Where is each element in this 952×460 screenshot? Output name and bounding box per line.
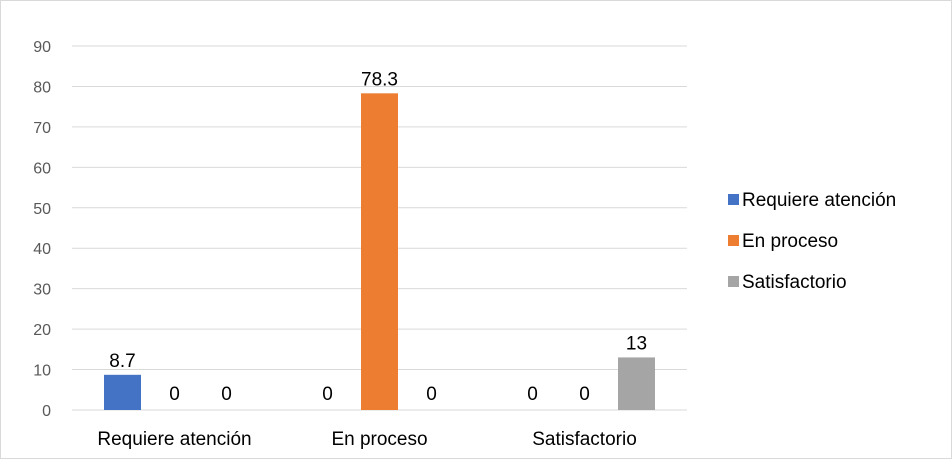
legend: Requiere atención En proceso Satisfactorio [728, 190, 896, 293]
data-label: 0 [221, 384, 232, 405]
y-tick-label: 60 [33, 160, 51, 177]
bar [361, 93, 398, 410]
y-tick-label: 20 [33, 322, 51, 339]
data-label: 0 [322, 384, 333, 405]
data-label: 0 [426, 384, 437, 405]
legend-label: En proceso [742, 231, 838, 252]
y-tick-label: 0 [42, 403, 51, 420]
y-axis-ticks: 0 10 20 30 40 50 60 70 80 90 [33, 39, 51, 420]
bar [618, 357, 655, 410]
data-label: 0 [527, 384, 538, 405]
legend-swatch [728, 194, 739, 205]
bars [104, 93, 655, 410]
legend-swatch [728, 235, 739, 246]
data-labels: 8.7 0 0 0 78.3 0 0 0 13 [109, 69, 647, 405]
y-tick-label: 40 [33, 241, 51, 258]
y-tick-label: 80 [33, 79, 51, 96]
y-tick-label: 10 [33, 363, 51, 380]
bar [104, 374, 141, 410]
x-category-label: Satisfactorio [532, 429, 637, 450]
data-label: 13 [626, 333, 647, 354]
legend-label: Requiere atención [742, 190, 896, 211]
x-category-label: Requiere atención [97, 429, 251, 450]
x-axis-categories: Requiere atención En proceso Satisfactorio [97, 429, 636, 450]
y-tick-label: 90 [33, 39, 51, 56]
data-label: 0 [579, 384, 590, 405]
y-tick-label: 30 [33, 282, 51, 299]
legend-label: Satisfactorio [742, 272, 847, 293]
data-label: 8.7 [109, 351, 135, 372]
y-tick-label: 70 [33, 120, 51, 137]
y-tick-label: 50 [33, 201, 51, 218]
legend-swatch [728, 276, 739, 287]
x-category-label: En proceso [331, 429, 427, 450]
data-label: 0 [169, 384, 180, 405]
data-label: 78.3 [361, 69, 398, 90]
